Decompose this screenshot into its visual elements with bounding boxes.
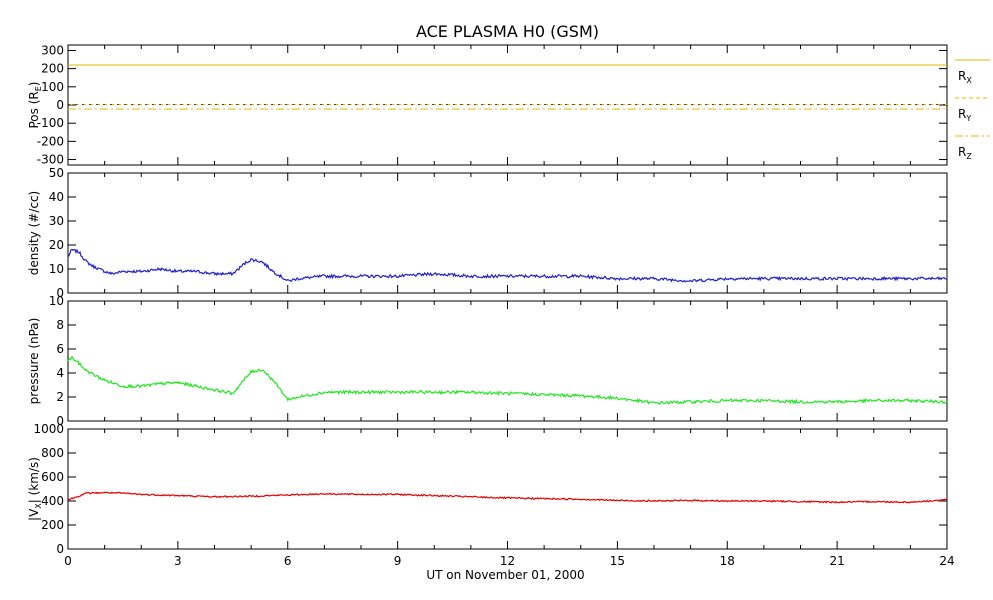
y-tick-label: 1000 — [33, 422, 64, 436]
series-line-pressure — [67, 355, 948, 406]
x-tick-label: 12 — [500, 554, 515, 568]
legend-label-main: R — [958, 69, 966, 83]
panel-frame — [67, 44, 948, 166]
y-tick-label: 2 — [56, 390, 64, 404]
legend-label-main: R — [958, 107, 966, 121]
x-tick-label: 18 — [720, 554, 735, 568]
y-tick-label: 40 — [49, 190, 64, 204]
y-axis-label-prefix: |V — [27, 508, 41, 521]
y-tick-label: 600 — [41, 470, 64, 484]
panel-velocity: 1000 800 600 400 200 0 |VX| (km/s) — [27, 422, 948, 556]
y-axis-label: pressure (nPa) — [27, 318, 41, 405]
x-tick-label: 3 — [174, 554, 182, 568]
y-axis-label-suffix: | (km/s) — [27, 457, 41, 503]
y-tick-label: 20 — [49, 238, 64, 252]
y-axis-label: |VX| (km/s) — [27, 457, 43, 521]
y-tick-label: 8 — [56, 318, 64, 332]
x-tick-label: 6 — [284, 554, 292, 568]
y-axis-label: Pos (RE) — [27, 82, 43, 129]
y-axis-label-main: Pos (R — [27, 91, 41, 128]
x-axis-label: UT on November 01, 2000 — [426, 568, 584, 582]
y-tick-label: 200 — [41, 62, 64, 76]
y-tick-label: 10 — [49, 294, 64, 308]
y-tick-label: -200 — [37, 134, 64, 148]
legend-label-sub: Y — [965, 114, 971, 123]
y-tick-label: 0 — [56, 286, 64, 300]
y-tick-label: 0 — [56, 414, 64, 428]
y-tick-label: 30 — [49, 214, 64, 228]
y-tick-label: 50 — [49, 166, 64, 180]
legend-label: RZ — [958, 145, 972, 161]
series-line-velocity — [67, 491, 948, 504]
legend-label: RX — [958, 69, 972, 85]
panel-density: 50 40 30 20 10 0 density (#/cc) — [27, 166, 948, 300]
x-tick-label: 9 — [394, 554, 402, 568]
y-tick-label: 100 — [41, 80, 64, 94]
y-tick-label: 400 — [41, 494, 64, 508]
panel-frame — [67, 428, 948, 550]
y-axis-label-sub: E — [34, 86, 43, 91]
panel-frame — [67, 300, 948, 422]
x-tick-label: 0 — [64, 554, 72, 568]
y-tick-label: 10 — [49, 262, 64, 276]
x-tick-label: 21 — [829, 554, 844, 568]
legend-label-main: R — [958, 145, 966, 159]
y-axis-label: density (#/cc) — [27, 191, 41, 275]
y-tick-label: -300 — [37, 153, 64, 167]
series-line-density — [67, 248, 948, 283]
legend-label-sub: X — [966, 76, 972, 85]
y-tick-label: 300 — [41, 43, 64, 57]
y-tick-label: 0 — [56, 98, 64, 112]
y-tick-label: 200 — [41, 518, 64, 532]
legend-label: RY — [958, 107, 971, 123]
y-tick-label: 0 — [56, 542, 64, 556]
legend-label-sub: Z — [966, 152, 972, 161]
y-tick-label: 6 — [56, 342, 64, 356]
y-tick-label: -100 — [37, 116, 64, 130]
y-tick-label: 4 — [56, 366, 64, 380]
x-tick-label: 24 — [939, 554, 954, 568]
y-tick-label: 800 — [41, 446, 64, 460]
x-tick-label: 15 — [610, 554, 625, 568]
panel-pressure: 10 8 6 4 2 0 pressure (nPa) — [27, 294, 948, 428]
y-axis-label-end: ) — [27, 82, 41, 87]
y-axis-label-sub: X — [34, 503, 43, 509]
chart-title: ACE PLASMA H0 (GSM) — [416, 22, 599, 41]
